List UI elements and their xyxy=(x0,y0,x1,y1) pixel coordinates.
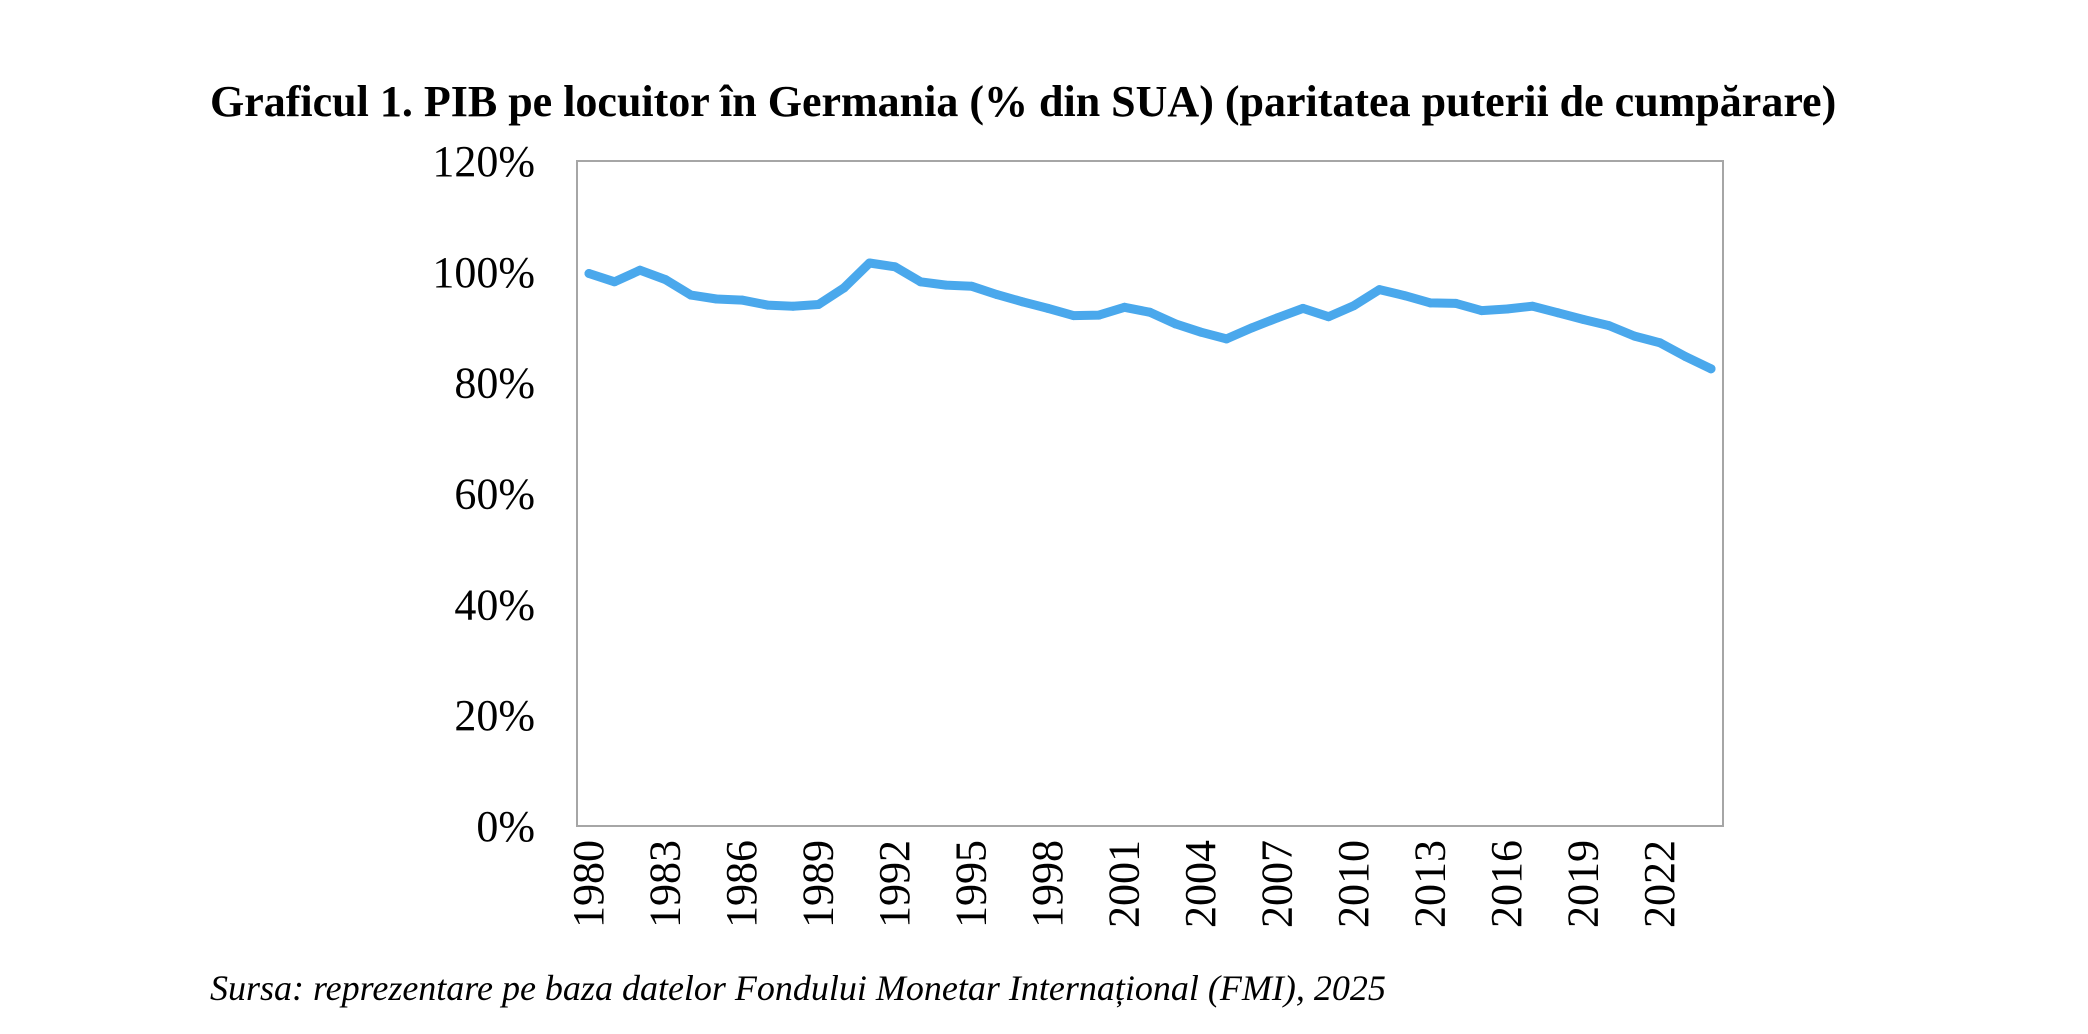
data-point xyxy=(712,294,721,304)
x-tick-label: 1998 xyxy=(1023,840,1072,928)
data-point xyxy=(1324,312,1333,322)
plot-area xyxy=(576,160,1724,827)
data-point xyxy=(839,283,849,293)
x-tick-label: 1995 xyxy=(947,840,996,928)
x-tick-label: 1989 xyxy=(794,840,843,928)
chart-title: Graficul 1. PIB pe locuitor în Germania … xyxy=(210,77,1837,126)
x-tick-label: 2016 xyxy=(1482,840,1531,928)
y-tick-label: 100% xyxy=(432,248,535,297)
data-point xyxy=(1171,319,1180,329)
data-point xyxy=(916,277,925,287)
y-tick-label: 0% xyxy=(476,802,535,851)
data-point xyxy=(1528,301,1537,311)
data-point xyxy=(814,300,823,309)
data-point xyxy=(1579,315,1588,324)
data-point xyxy=(1477,306,1486,316)
data-point xyxy=(686,290,696,300)
data-point xyxy=(661,275,670,285)
data-point xyxy=(737,295,747,305)
data-point xyxy=(1273,313,1282,323)
data-point xyxy=(1043,303,1053,313)
y-tick-label: 120% xyxy=(432,137,535,186)
y-tick-label: 20% xyxy=(454,691,535,740)
data-point xyxy=(1069,311,1078,321)
x-tick-label: 2010 xyxy=(1329,840,1378,928)
data-point xyxy=(1681,352,1690,362)
data-point xyxy=(890,262,900,272)
y-tick-label: 80% xyxy=(454,359,535,408)
data-point xyxy=(1426,298,1435,308)
series-layer xyxy=(584,258,1716,374)
data-point xyxy=(1120,302,1129,312)
x-tick-label: 1980 xyxy=(564,840,613,928)
x-tick-label: 1986 xyxy=(717,840,766,928)
data-point xyxy=(1655,338,1665,348)
data-point xyxy=(1706,364,1716,374)
data-point xyxy=(1018,297,1027,307)
data-point xyxy=(1247,323,1257,333)
y-tick-label: 60% xyxy=(454,470,535,519)
x-tick-label: 2007 xyxy=(1253,840,1302,928)
data-point xyxy=(1553,308,1563,318)
x-tick-label: 2022 xyxy=(1635,840,1684,928)
data-point xyxy=(1451,298,1461,308)
data-point xyxy=(1349,301,1359,311)
x-tick-label: 1992 xyxy=(870,840,919,928)
x-tick-label: 1983 xyxy=(641,840,690,928)
data-point xyxy=(1502,304,1512,314)
data-point xyxy=(865,258,874,268)
x-tick-label: 2001 xyxy=(1100,840,1149,928)
data-point xyxy=(610,277,619,287)
data-point xyxy=(763,300,772,310)
source-note: Sursa: reprezentare pe baza datelor Fond… xyxy=(210,968,1386,1008)
data-point xyxy=(1375,285,1384,295)
y-axis-tick-labels: 0% 20% 40% 60% 80% 100% 120% xyxy=(432,137,535,851)
data-point xyxy=(1094,310,1104,320)
data-point xyxy=(967,281,976,291)
data-point xyxy=(1604,321,1614,331)
data-point xyxy=(1145,307,1155,317)
data-point xyxy=(584,269,594,278)
data-point xyxy=(1400,291,1410,301)
x-tick-label: 2019 xyxy=(1559,840,1608,928)
data-point xyxy=(941,280,951,290)
data-point xyxy=(635,265,645,275)
x-axis-tick-labels: 1980 1983 1986 1989 1992 1995 1998 2001 2004 2007… xyxy=(564,840,1684,928)
data-point xyxy=(1196,327,1206,337)
x-tick-label: 2013 xyxy=(1406,840,1455,928)
y-tick-label: 40% xyxy=(454,580,535,629)
x-tick-label: 2004 xyxy=(1176,840,1225,928)
data-point xyxy=(788,301,798,311)
data-point xyxy=(1630,331,1639,341)
data-point xyxy=(1222,334,1231,344)
data-point xyxy=(1298,303,1308,313)
data-point xyxy=(992,290,1002,300)
